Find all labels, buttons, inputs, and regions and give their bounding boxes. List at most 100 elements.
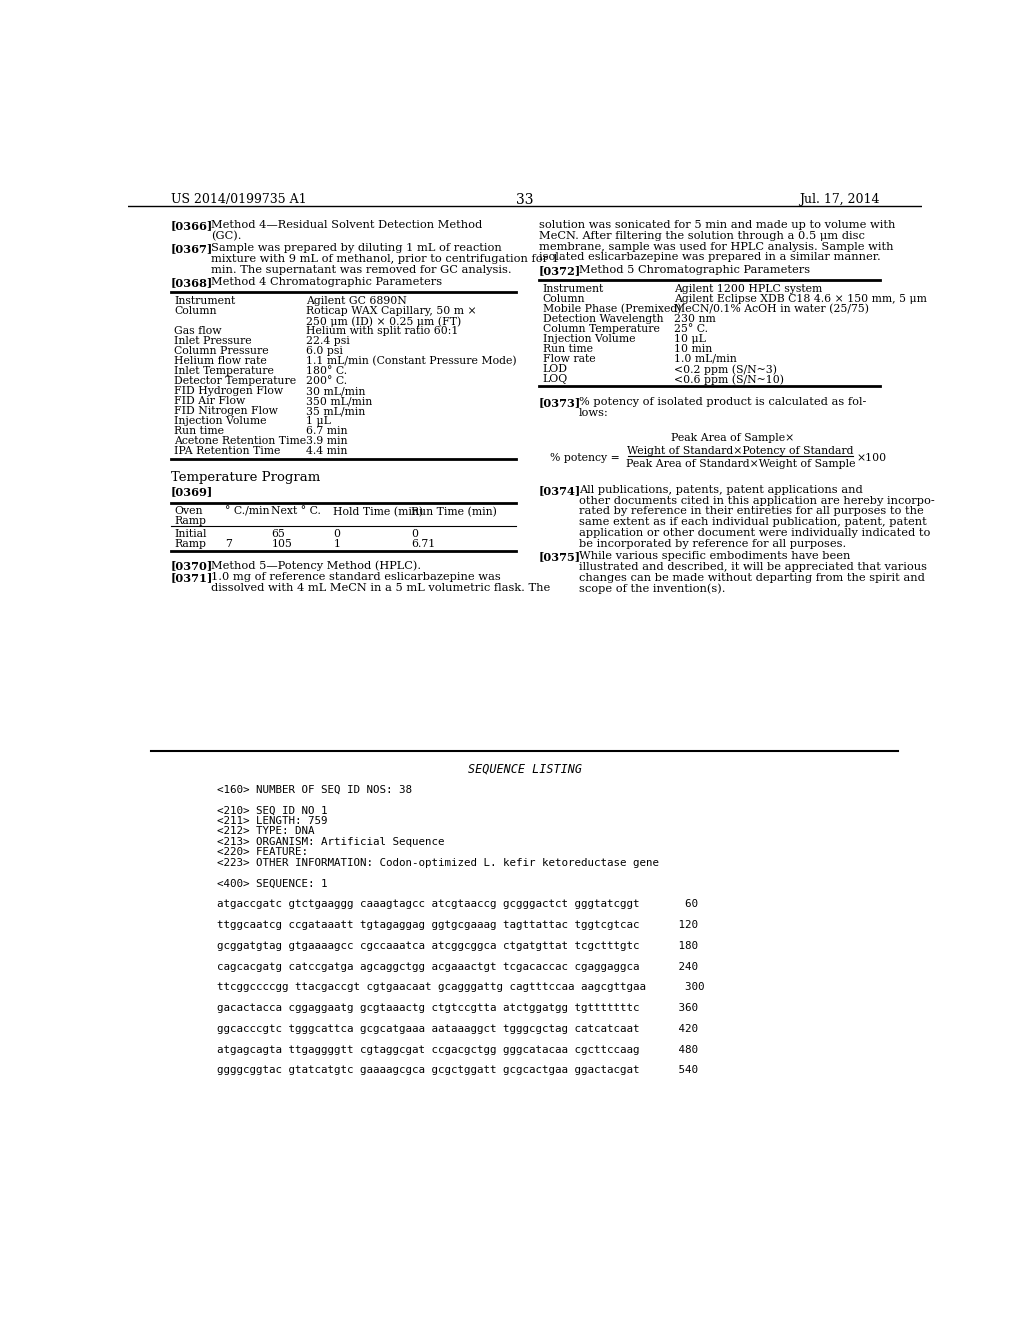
Text: cagcacgatg catccgatga agcaggctgg acgaaactgt tcgacaccac cgaggaggca      240: cagcacgatg catccgatga agcaggctgg acgaaac… (217, 961, 698, 972)
Text: 10 μL: 10 μL (675, 334, 707, 345)
Text: MeCN/0.1% AcOH in water (25/75): MeCN/0.1% AcOH in water (25/75) (675, 304, 869, 314)
Text: Method 5 Chromatographic Parameters: Method 5 Chromatographic Parameters (579, 264, 810, 275)
Text: Mobile Phase (Premixed): Mobile Phase (Premixed) (543, 304, 681, 314)
Text: % potency of isolated product is calculated as fol-: % potency of isolated product is calcula… (579, 397, 866, 407)
Text: 30 mL/min: 30 mL/min (306, 387, 366, 396)
Text: <223> OTHER INFORMATION: Codon-optimized L. kefir ketoreductase gene: <223> OTHER INFORMATION: Codon-optimized… (217, 858, 659, 867)
Text: IPA Retention Time: IPA Retention Time (174, 446, 281, 457)
Text: FID Hydrogen Flow: FID Hydrogen Flow (174, 387, 284, 396)
Text: membrane, sample was used for HPLC analysis. Sample with: membrane, sample was used for HPLC analy… (539, 242, 893, 252)
Text: 200° C.: 200° C. (306, 376, 347, 387)
Text: Agilent Eclipse XDB C18 4.6 × 150 mm, 5 μm: Agilent Eclipse XDB C18 4.6 × 150 mm, 5 … (675, 294, 928, 304)
Text: Helium with split ratio 60:1: Helium with split ratio 60:1 (306, 326, 459, 337)
Text: [0373]: [0373] (539, 397, 581, 408)
Text: <220> FEATURE:: <220> FEATURE: (217, 847, 308, 857)
Text: Gas flow: Gas flow (174, 326, 222, 337)
Text: Temperature Program: Temperature Program (171, 471, 319, 484)
Text: 1.0 mL/min: 1.0 mL/min (675, 354, 737, 364)
Text: <160> NUMBER OF SEQ ID NOS: 38: <160> NUMBER OF SEQ ID NOS: 38 (217, 785, 412, 795)
Text: other documents cited in this application are hereby incorpo-: other documents cited in this applicatio… (579, 496, 935, 506)
Text: lows:: lows: (579, 408, 609, 418)
Text: [0372]: [0372] (539, 264, 581, 276)
Text: Sample was prepared by diluting 1 mL of reaction: Sample was prepared by diluting 1 mL of … (211, 243, 502, 253)
Text: solution was sonicated for 5 min and made up to volume with: solution was sonicated for 5 min and mad… (539, 220, 895, 230)
Text: 25° C.: 25° C. (675, 323, 709, 334)
Text: [0375]: [0375] (539, 552, 581, 562)
Text: same extent as if each individual publication, patent, patent: same extent as if each individual public… (579, 517, 927, 527)
Text: Acetone Retention Time: Acetone Retention Time (174, 437, 306, 446)
Text: mixture with 9 mL of methanol, prior to centrifugation for 1: mixture with 9 mL of methanol, prior to … (211, 253, 559, 264)
Text: <212> TYPE: DNA: <212> TYPE: DNA (217, 826, 314, 837)
Text: atgagcagta ttgaggggtt cgtaggcgat ccgacgctgg gggcatacaa cgcttccaag      480: atgagcagta ttgaggggtt cgtaggcgat ccgacgc… (217, 1044, 698, 1055)
Text: US 2014/0199735 A1: US 2014/0199735 A1 (171, 193, 306, 206)
Text: Roticap WAX Capillary, 50 m ×: Roticap WAX Capillary, 50 m × (306, 306, 477, 317)
Text: 0: 0 (411, 529, 418, 539)
Text: gcggatgtag gtgaaaagcc cgccaaatca atcggcggca ctgatgttat tcgctttgtc      180: gcggatgtag gtgaaaagcc cgccaaatca atcggcg… (217, 941, 698, 950)
Text: [0370]: [0370] (171, 561, 213, 572)
Text: Injection Volume: Injection Volume (174, 416, 267, 426)
Text: 230 nm: 230 nm (675, 314, 716, 323)
Text: [0374]: [0374] (539, 484, 581, 496)
Text: Hold Time (min): Hold Time (min) (334, 507, 424, 516)
Text: [0367]: [0367] (171, 243, 213, 255)
Text: [0368]: [0368] (171, 277, 213, 288)
Text: Weight of Standard×Potency of Standard: Weight of Standard×Potency of Standard (627, 446, 853, 455)
Text: Jul. 17, 2014: Jul. 17, 2014 (800, 193, 880, 206)
Text: 6.7 min: 6.7 min (306, 426, 348, 437)
Text: While various specific embodiments have been: While various specific embodiments have … (579, 552, 850, 561)
Text: % potency =: % potency = (550, 453, 621, 462)
Text: Run Time (min): Run Time (min) (411, 507, 497, 516)
Text: 1 μL: 1 μL (306, 416, 331, 426)
Text: All publications, patents, patent applications and: All publications, patents, patent applic… (579, 484, 863, 495)
Text: Detector Temperature: Detector Temperature (174, 376, 297, 387)
Text: ggggcggtac gtatcatgtc gaaaagcgca gcgctggatt gcgcactgaa ggactacgat      540: ggggcggtac gtatcatgtc gaaaagcgca gcgctgg… (217, 1065, 698, 1076)
Text: 35 mL/min: 35 mL/min (306, 407, 366, 416)
Text: Column: Column (174, 306, 217, 317)
Text: [0371]: [0371] (171, 572, 213, 583)
Text: 65: 65 (271, 529, 286, 539)
Text: FID Nitrogen Flow: FID Nitrogen Flow (174, 407, 279, 416)
Text: Column: Column (543, 294, 585, 304)
Text: Ramp: Ramp (174, 539, 207, 549)
Text: SEQUENCE LISTING: SEQUENCE LISTING (468, 762, 582, 775)
Text: Agilent GC 6890N: Agilent GC 6890N (306, 296, 407, 306)
Text: ° C./min: ° C./min (225, 507, 269, 517)
Text: Injection Volume: Injection Volume (543, 334, 635, 345)
Text: 1: 1 (334, 539, 340, 549)
Text: scope of the invention(s).: scope of the invention(s). (579, 583, 726, 594)
Text: isolated eslicarbazepine was prepared in a similar manner.: isolated eslicarbazepine was prepared in… (539, 252, 881, 263)
Text: 1.1 mL/min (Constant Pressure Mode): 1.1 mL/min (Constant Pressure Mode) (306, 356, 517, 367)
Text: Oven: Oven (174, 507, 203, 516)
Text: changes can be made without departing from the spirit and: changes can be made without departing fr… (579, 573, 925, 582)
Text: [0366]: [0366] (171, 220, 213, 231)
Text: ×100: ×100 (856, 453, 887, 462)
Text: <0.6 ppm (S/N~10): <0.6 ppm (S/N~10) (675, 374, 784, 384)
Text: <0.2 ppm (S/N~3): <0.2 ppm (S/N~3) (675, 364, 777, 375)
Text: <210> SEQ ID NO 1: <210> SEQ ID NO 1 (217, 805, 328, 816)
Text: illustrated and described, it will be appreciated that various: illustrated and described, it will be ap… (579, 562, 927, 572)
Text: 180° C.: 180° C. (306, 367, 347, 376)
Text: be incorporated by reference for all purposes.: be incorporated by reference for all pur… (579, 539, 846, 549)
Text: 1.0 mg of reference standard eslicarbazepine was: 1.0 mg of reference standard eslicarbaze… (211, 572, 501, 582)
Text: Detection Wavelength: Detection Wavelength (543, 314, 664, 323)
Text: 250 μm (ID) × 0.25 μm (FT): 250 μm (ID) × 0.25 μm (FT) (306, 317, 462, 327)
Text: 0: 0 (334, 529, 340, 539)
Text: LOD: LOD (543, 364, 567, 374)
Text: MeCN. After filtering the solution through a 0.5 μm disc: MeCN. After filtering the solution throu… (539, 231, 864, 240)
Text: ggcacccgtc tgggcattca gcgcatgaaa aataaaggct tgggcgctag catcatcaat      420: ggcacccgtc tgggcattca gcgcatgaaa aataaag… (217, 1024, 698, 1034)
Text: 3.9 min: 3.9 min (306, 437, 348, 446)
Text: ttggcaatcg ccgataaatt tgtagaggag ggtgcgaaag tagttattac tggtcgtcac      120: ttggcaatcg ccgataaatt tgtagaggag ggtgcga… (217, 920, 698, 929)
Text: Flow rate: Flow rate (543, 354, 595, 364)
Text: Peak Area of Standard×Weight of Sample: Peak Area of Standard×Weight of Sample (626, 459, 855, 469)
Text: rated by reference in their entireties for all purposes to the: rated by reference in their entireties f… (579, 507, 924, 516)
Text: 10 min: 10 min (675, 345, 713, 354)
Text: Next ° C.: Next ° C. (271, 507, 322, 516)
Text: gacactacca cggaggaatg gcgtaaactg ctgtccgtta atctggatgg tgtttttttc      360: gacactacca cggaggaatg gcgtaaactg ctgtccg… (217, 1003, 698, 1012)
Text: dissolved with 4 mL MeCN in a 5 mL volumetric flask. The: dissolved with 4 mL MeCN in a 5 mL volum… (211, 582, 550, 593)
Text: Method 4 Chromatographic Parameters: Method 4 Chromatographic Parameters (211, 277, 442, 286)
Text: 6.0 psi: 6.0 psi (306, 346, 343, 356)
Text: 6.71: 6.71 (411, 539, 435, 549)
Text: min. The supernatant was removed for GC analysis.: min. The supernatant was removed for GC … (211, 264, 512, 275)
Text: Ramp: Ramp (174, 516, 207, 525)
Text: atgaccgatc gtctgaaggg caaagtagcc atcgtaaccg gcgggactct gggtatcggt       60: atgaccgatc gtctgaaggg caaagtagcc atcgtaa… (217, 899, 698, 909)
